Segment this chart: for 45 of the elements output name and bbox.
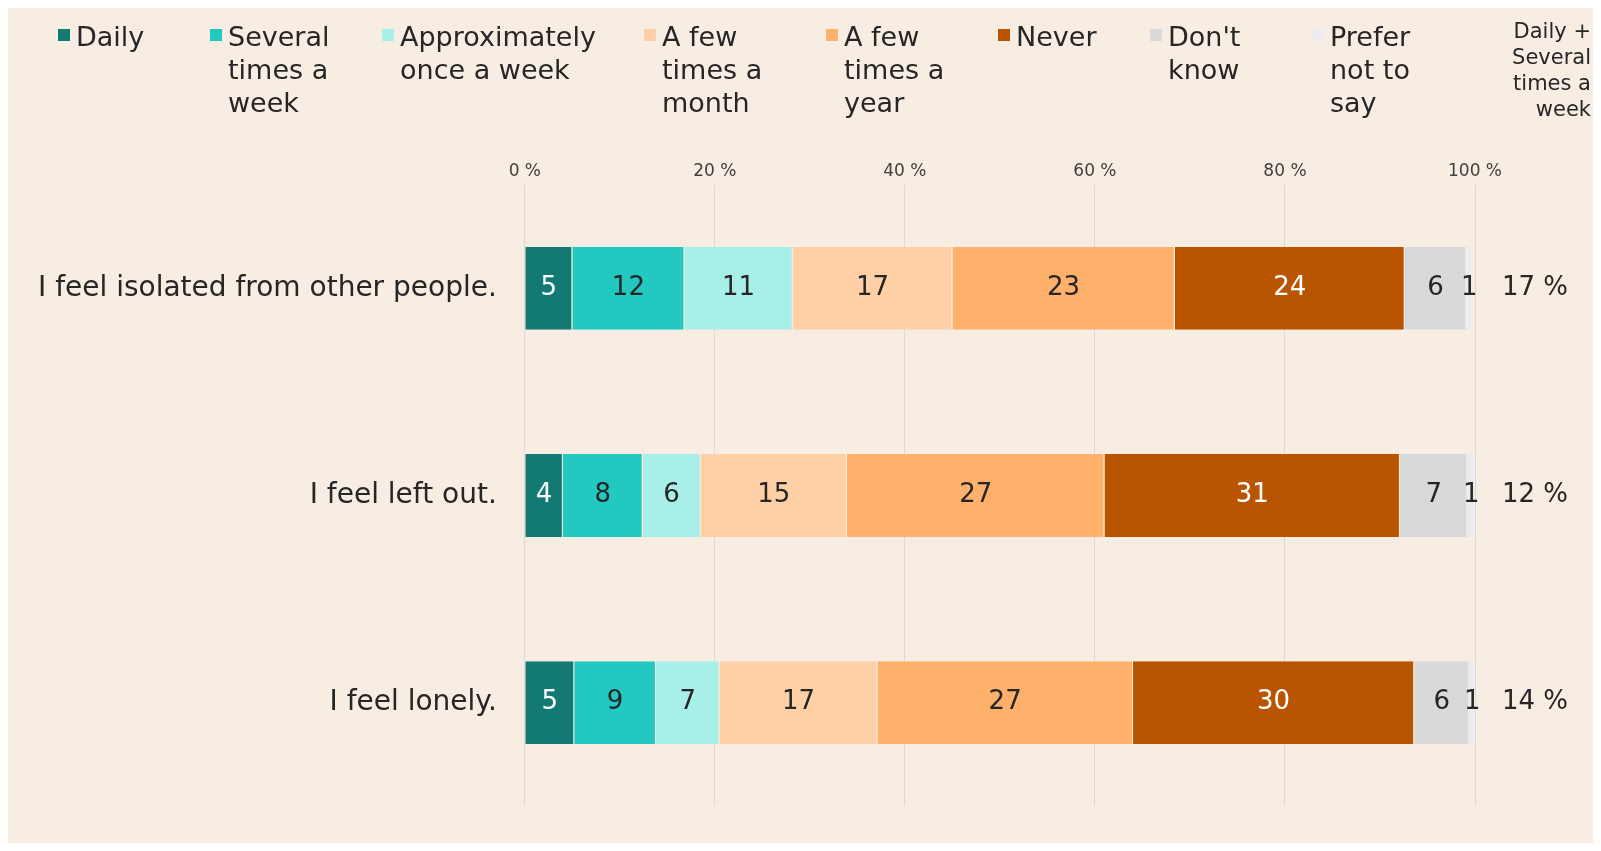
data-label: 11 bbox=[722, 271, 756, 302]
y-tick-label: I feel left out. bbox=[309, 476, 497, 510]
data-label: 12 bbox=[611, 271, 645, 302]
legend-label: A few times a year bbox=[844, 20, 946, 119]
data-label: 6 bbox=[1427, 271, 1444, 302]
data-label: 23 bbox=[1047, 271, 1081, 302]
x-tick-label: 20 % bbox=[693, 160, 737, 181]
data-label: 30 bbox=[1257, 685, 1291, 716]
legend-label: Don't know bbox=[1168, 20, 1242, 86]
x-tick-label: 80 % bbox=[1263, 160, 1307, 181]
data-label: 8 bbox=[594, 478, 612, 509]
x-tick-label: 60 % bbox=[1073, 160, 1117, 181]
x-tick-label: 100 % bbox=[1447, 160, 1503, 181]
text: 12 % bbox=[1501, 478, 1569, 509]
legend-label: Daily bbox=[76, 20, 146, 53]
data-label: 1 bbox=[1463, 685, 1481, 716]
data-label: 6 bbox=[663, 478, 680, 509]
data-label: 4 bbox=[535, 478, 553, 509]
y-tick-label: I feel isolated from other people. bbox=[38, 269, 497, 303]
data-label: 17 bbox=[856, 271, 890, 302]
legend-label: Approximately once a week bbox=[400, 20, 597, 86]
data-label: 27 bbox=[959, 478, 993, 509]
text: 14 % bbox=[1501, 685, 1569, 716]
data-label: 5 bbox=[540, 271, 558, 302]
data-label: 1 bbox=[1461, 271, 1478, 302]
data-label: 15 bbox=[757, 478, 791, 509]
data-label: 24 bbox=[1273, 271, 1307, 302]
legend-label: Never bbox=[1016, 20, 1098, 53]
data-label: 17 bbox=[781, 685, 816, 716]
x-tick-label: 40 % bbox=[883, 160, 927, 181]
data-label: 5 bbox=[541, 685, 559, 716]
text: Daily + Several times a week bbox=[1511, 18, 1591, 122]
data-label: 7 bbox=[1425, 478, 1442, 509]
data-label: 1 bbox=[1462, 478, 1480, 509]
legend-label: Several times a week bbox=[228, 20, 331, 119]
text: 17 % bbox=[1501, 271, 1569, 302]
data-label: 27 bbox=[988, 685, 1022, 716]
data-label: 6 bbox=[1433, 685, 1451, 716]
y-tick-label: I feel lonely. bbox=[329, 683, 497, 717]
legend-label: Prefer not to say bbox=[1330, 20, 1412, 119]
x-tick-label: 0 % bbox=[508, 160, 542, 181]
legend-label: A few times a month bbox=[662, 20, 764, 119]
data-label: 9 bbox=[606, 685, 624, 716]
data-label: 7 bbox=[679, 685, 697, 716]
data-label: 31 bbox=[1235, 478, 1269, 509]
